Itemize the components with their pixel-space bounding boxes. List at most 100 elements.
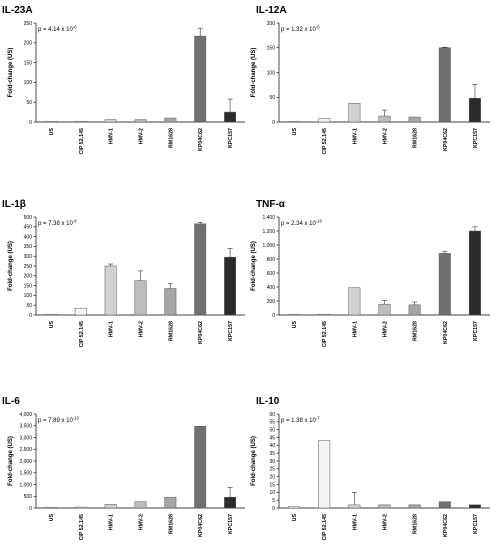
x-tick-label: HMV-2 xyxy=(139,128,145,144)
y-tick-label: 15 xyxy=(269,482,275,488)
y-tick-label: 55 xyxy=(269,420,275,426)
bar xyxy=(134,501,147,509)
bar xyxy=(438,47,451,123)
x-tick-label: HMV-1 xyxy=(109,514,115,530)
y-tick-label: 2,000 xyxy=(19,459,32,465)
bar xyxy=(408,304,421,316)
x-tick-label: HMV-1 xyxy=(352,514,358,530)
bar xyxy=(288,120,301,123)
bar xyxy=(104,119,117,123)
y-axis-title: Fold-change (US) xyxy=(251,48,257,98)
p-value-annotation: p = 7.89 x 10-10 xyxy=(38,416,80,425)
bar xyxy=(224,496,236,509)
x-tick-label: KPC157 xyxy=(473,321,479,341)
bar xyxy=(318,440,331,509)
y-tick-label: 2,500 xyxy=(19,447,32,453)
y-tick-label: 450 xyxy=(24,225,33,231)
x-tick-label: KP04C62 xyxy=(198,128,204,151)
p-value-base: p = 1.32 x 10 xyxy=(281,27,317,33)
bar xyxy=(318,313,331,316)
x-tick-label: US xyxy=(292,128,298,136)
chart-panel: TNF-α p = 2.34 x 10-10 Fold-change (US) 0 20… xyxy=(251,199,490,347)
bar xyxy=(348,102,361,123)
x-tick-label: KP04C62 xyxy=(443,321,449,344)
y-tick-label: 0 xyxy=(272,120,275,126)
x-tick-label: CIP 52.145 xyxy=(79,514,85,540)
p-value-annotation: p = 1.32 x 10-6 xyxy=(281,25,320,34)
bar xyxy=(348,287,361,316)
y-tick-label: 150 xyxy=(24,283,33,289)
y-tick-label: 3,000 xyxy=(19,435,32,441)
x-tick-label: US xyxy=(292,321,298,329)
y-tick-label: 50 xyxy=(269,427,275,433)
bar xyxy=(468,504,481,509)
p-value-base: p = 1.38 x 10 xyxy=(281,418,317,424)
y-tick-label: 1,000 xyxy=(262,243,275,249)
x-tick-label: HMV-1 xyxy=(352,128,358,144)
y-tick-label: 150 xyxy=(24,60,33,66)
x-tick-label: KPC157 xyxy=(228,128,234,148)
y-tick-label: 40 xyxy=(269,443,275,449)
y-tick-label: 400 xyxy=(24,234,33,240)
x-tick-label: RM1628 xyxy=(413,321,419,341)
x-tick-label: RM1628 xyxy=(168,514,174,534)
p-value-exponent: -10 xyxy=(316,219,323,224)
bar xyxy=(468,230,481,316)
x-tick-label: CIP 52.145 xyxy=(79,321,85,347)
p-value-annotation: p = 2.34 x 10-10 xyxy=(281,219,323,228)
bar xyxy=(408,116,421,123)
p-value-base: p = 4.14 x 10 xyxy=(38,27,74,33)
x-tick-label: CIP 52.145 xyxy=(322,321,328,347)
y-axis-title: Fold-change (US) xyxy=(251,436,257,486)
x-tick-label: KPC157 xyxy=(473,514,479,534)
x-tick-label: KPC157 xyxy=(228,321,234,341)
bar xyxy=(104,265,117,316)
p-value-base: p = 7.38 x 10 xyxy=(38,221,74,227)
p-value-exponent: -6 xyxy=(73,25,77,30)
bar xyxy=(164,117,177,123)
bar xyxy=(45,506,57,509)
y-tick-label: 0 xyxy=(272,313,275,319)
y-tick-label: 0 xyxy=(272,506,275,512)
y-tick-label: 250 xyxy=(24,21,33,27)
y-tick-label: 200 xyxy=(267,21,276,27)
y-tick-label: 1,200 xyxy=(262,229,275,235)
y-tick-label: 0 xyxy=(29,313,32,319)
x-tick-label: KPC157 xyxy=(228,514,234,534)
x-tick-label: HMV-2 xyxy=(139,514,145,530)
y-tick-label: 100 xyxy=(24,80,33,86)
x-tick-label: US xyxy=(292,514,298,522)
y-tick-label: 3,500 xyxy=(19,424,32,430)
bar xyxy=(224,256,236,316)
bar xyxy=(134,280,147,316)
chart-panel: IL-23A p = 4.14 x 10-6 Fold-change (US) 0 50… xyxy=(2,5,245,154)
x-tick-label: KP04C62 xyxy=(198,514,204,537)
p-value-annotation: p = 4.14 x 10-6 xyxy=(38,25,77,34)
x-tick-label: KP04C62 xyxy=(443,514,449,537)
y-tick-label: 5 xyxy=(272,498,275,504)
panel-title: IL-10 xyxy=(256,396,280,407)
y-tick-label: 500 xyxy=(24,215,33,221)
p-value-annotation: p = 1.38 x 10-7 xyxy=(281,416,320,425)
y-tick-label: 150 xyxy=(267,46,276,52)
x-tick-label: CIP 52.145 xyxy=(322,128,328,154)
y-tick-label: 800 xyxy=(267,257,276,263)
x-tick-label: HMV-2 xyxy=(383,128,389,144)
y-tick-label: 45 xyxy=(269,435,275,441)
bar xyxy=(348,504,361,509)
y-tick-label: 1,500 xyxy=(19,471,32,477)
bar xyxy=(194,35,207,123)
y-axis-title: Fold-change (US) xyxy=(8,241,14,291)
x-tick-label: KP04C62 xyxy=(443,128,449,151)
y-tick-label: 300 xyxy=(24,254,33,260)
y-axis-title: Fold-change (US) xyxy=(8,436,14,486)
x-tick-label: US xyxy=(49,321,55,329)
x-tick-label: KP04C62 xyxy=(198,321,204,344)
y-axis-title: Fold-change (US) xyxy=(251,241,257,291)
x-tick-label: HMV-1 xyxy=(352,321,358,337)
y-tick-label: 600 xyxy=(267,271,276,277)
p-value-exponent: -8 xyxy=(73,219,77,224)
p-value-exponent: -6 xyxy=(316,25,320,30)
